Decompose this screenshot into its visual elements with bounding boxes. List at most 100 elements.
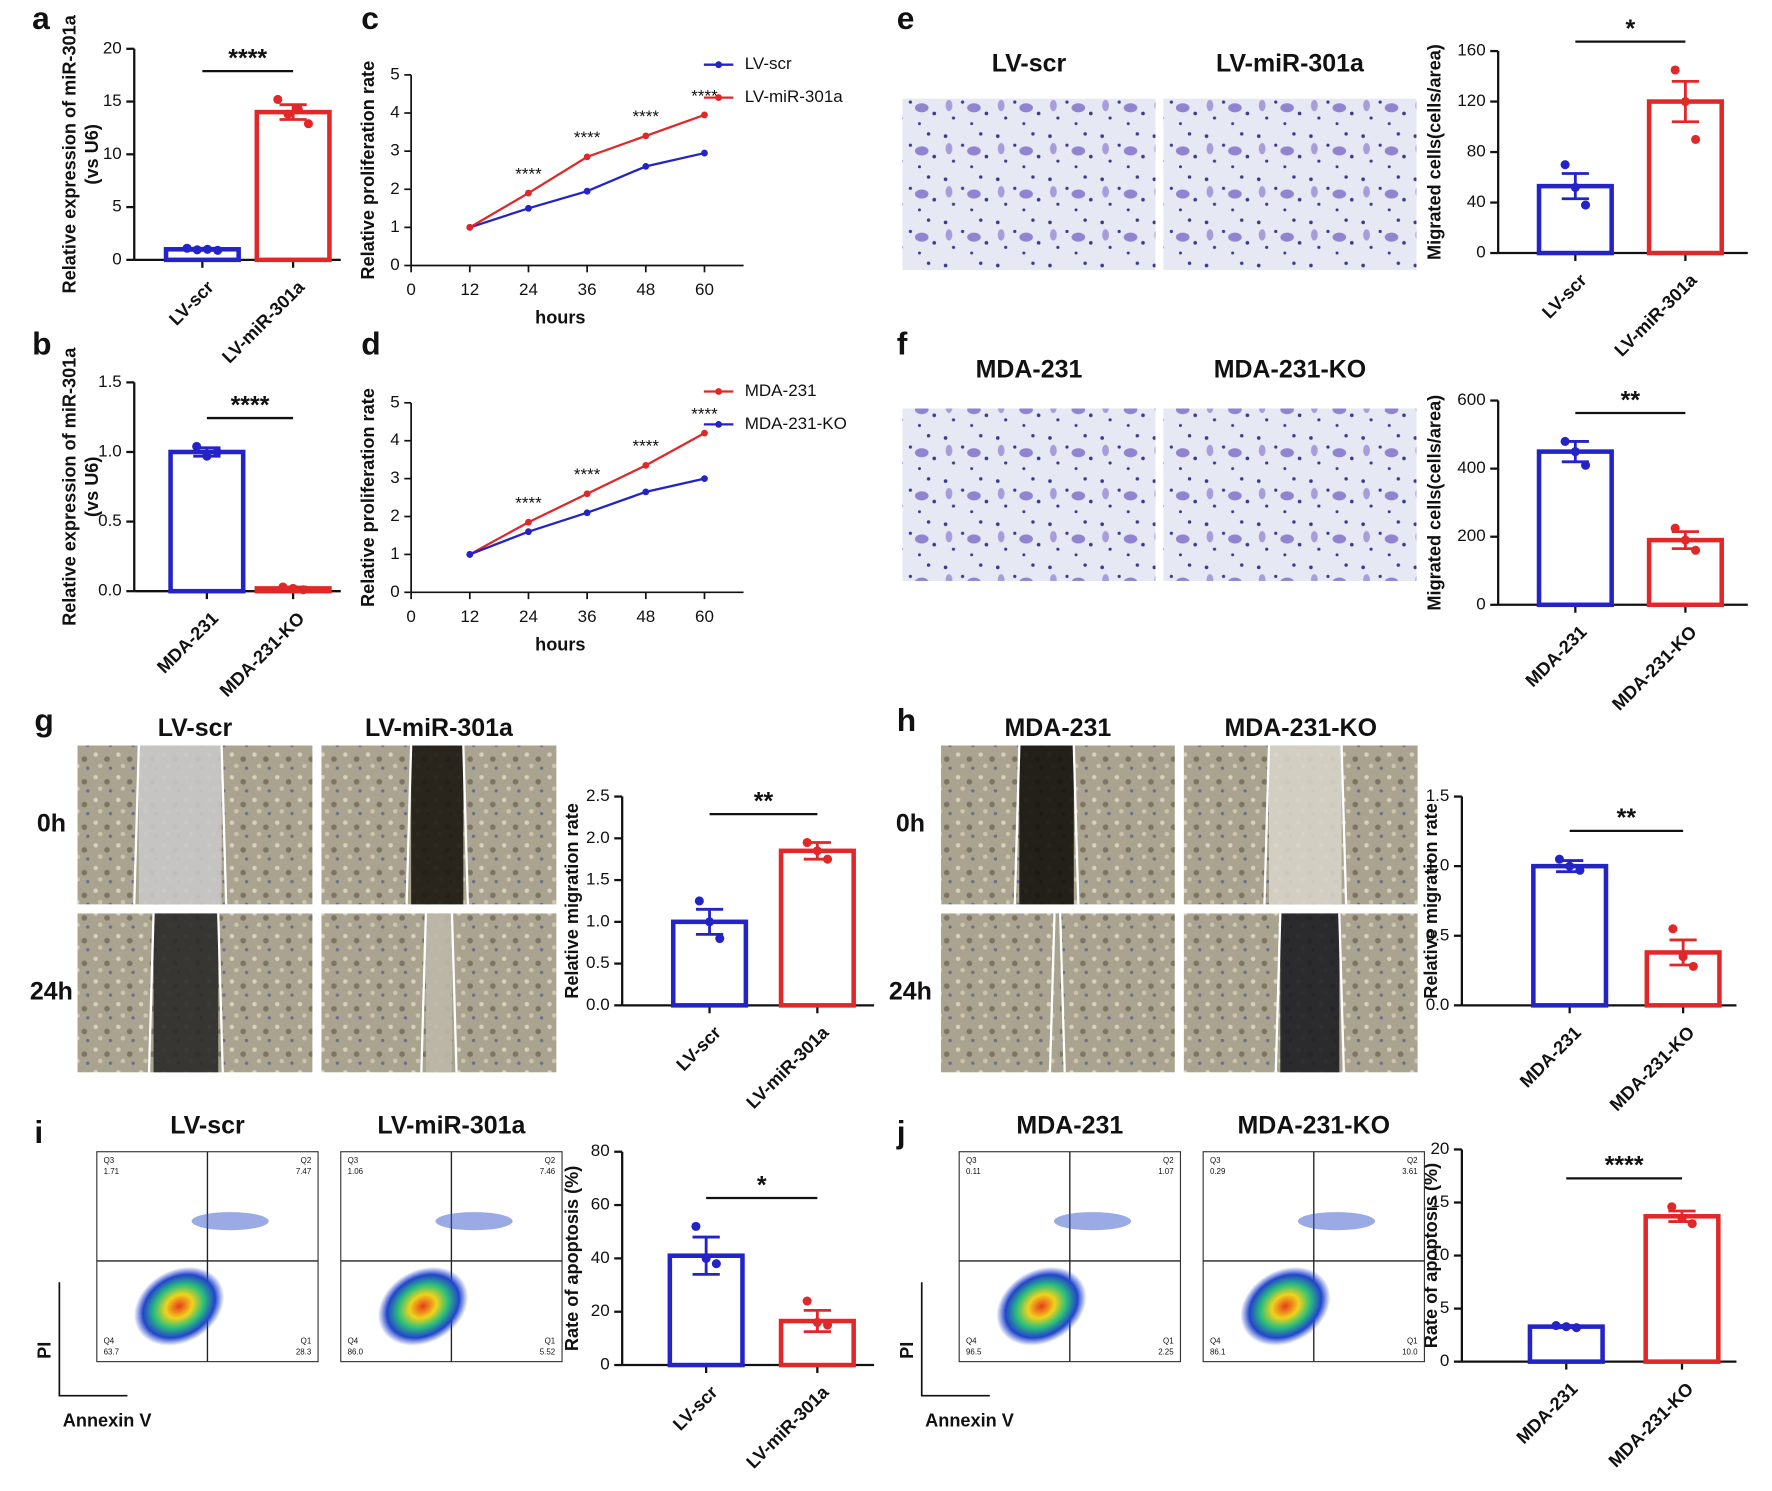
annotation: ****	[691, 404, 718, 423]
series-point	[701, 149, 708, 157]
y-axis-label: Migrated cells(cells/area)	[1425, 395, 1445, 611]
wound-edge	[462, 745, 469, 905]
y-tick-label: 0	[112, 249, 121, 268]
data-point	[812, 846, 822, 856]
data-point	[202, 451, 212, 461]
x-tick-label: 36	[578, 280, 597, 299]
data-point	[1678, 952, 1688, 962]
legend-label: MDA-231	[745, 381, 817, 400]
y-tick-label: 0	[600, 1355, 609, 1374]
series-point	[701, 475, 708, 483]
bar	[1531, 863, 1609, 1008]
annotation: ****	[574, 128, 601, 147]
series-point	[642, 488, 650, 496]
significance-label: **	[1617, 804, 1637, 832]
x-tick-label: 60	[695, 607, 714, 626]
y-tick-label: 400	[1457, 458, 1485, 477]
event-cloud	[1297, 1212, 1376, 1231]
data-point	[1560, 160, 1570, 170]
y-tick-label: 1.0	[1426, 856, 1450, 875]
x-tick-label: LV-scr	[165, 277, 217, 329]
x-tick-label: LV-scr	[1538, 270, 1590, 322]
flow-y-label: PI	[897, 1342, 917, 1359]
bar	[778, 848, 856, 1008]
y-axis-label: Relative migration rate	[562, 803, 582, 999]
y-tick-label: 3	[390, 141, 399, 160]
y-tick-label: 0	[1440, 1351, 1449, 1370]
legend-label: LV-miR-301a	[745, 87, 844, 106]
y-tick-label: 4	[390, 430, 399, 449]
data-point	[192, 441, 202, 451]
quadrant-value: 0.29	[1210, 1167, 1226, 1176]
data-point	[298, 585, 308, 595]
x-tick-label: 12	[460, 280, 479, 299]
x-tick-label: 48	[636, 280, 655, 299]
image-title: LV-miR-301a	[377, 1111, 526, 1139]
wound-edge	[1340, 745, 1348, 905]
y-tick-label: 15	[103, 91, 122, 110]
y-tick-label: 20	[1430, 1139, 1449, 1158]
bar	[1643, 1214, 1721, 1364]
data-point	[1668, 924, 1678, 934]
y-tick-label: 0	[390, 255, 399, 274]
y-tick-label: 80	[591, 1141, 610, 1160]
wound-gap	[1280, 913, 1340, 1073]
event-cloud	[435, 1212, 513, 1231]
y-tick-label: 1.0	[586, 911, 610, 930]
wound-edge	[217, 913, 224, 1073]
x-tick-label: LV-scr	[669, 1382, 721, 1434]
quadrant-name: Q1	[545, 1336, 556, 1345]
series-point	[466, 223, 474, 231]
series-point	[701, 429, 708, 437]
legend-marker	[715, 61, 723, 69]
series-point	[701, 111, 708, 119]
y-tick-label: 120	[1457, 91, 1485, 110]
wound-edge	[1059, 913, 1066, 1073]
annotation: ****	[574, 465, 601, 484]
wound-edge	[1013, 745, 1021, 905]
quadrant-name: Q4	[966, 1336, 977, 1345]
data-point	[715, 933, 725, 944]
significance-label: ****	[228, 44, 267, 72]
panel-letter: a	[32, 0, 50, 36]
y-tick-label: 0.0	[1426, 995, 1450, 1014]
wound-gap	[411, 745, 464, 905]
row-label: 0h	[896, 810, 925, 838]
event-cloud	[377, 1266, 469, 1346]
image-title: LV-miR-301a	[1216, 49, 1365, 77]
y-tick-label: 200	[1457, 526, 1485, 545]
data-point	[1560, 436, 1570, 446]
x-tick-label: 24	[519, 607, 538, 626]
x-axis-label: hours	[535, 634, 585, 654]
data-point	[288, 583, 298, 593]
data-point	[1691, 134, 1701, 144]
series-point	[583, 153, 591, 161]
data-point	[1680, 535, 1690, 545]
wound-edge	[1072, 745, 1080, 905]
bar	[1527, 1324, 1605, 1364]
data-point	[705, 917, 715, 927]
annotation: ****	[633, 437, 660, 456]
image-title: MDA-231-KO	[1224, 714, 1377, 742]
data-point	[273, 94, 283, 104]
series-point	[583, 509, 591, 517]
y-tick-label: 160	[1457, 41, 1485, 60]
image-title: MDA-231	[976, 356, 1083, 384]
quadrant-value: 63.7	[104, 1348, 120, 1357]
row-label: 24h	[889, 977, 932, 1005]
y-tick-label: 2	[390, 179, 399, 198]
data-point	[1575, 865, 1585, 875]
y-axis-label: (vs U6)	[82, 124, 102, 185]
data-point	[802, 837, 812, 848]
x-tick-label: 60	[695, 280, 714, 299]
image-title: MDA-231	[1005, 714, 1112, 742]
quadrant-name: Q3	[348, 1156, 359, 1165]
y-tick-label: 10	[103, 144, 122, 163]
quadrant-value: 1.07	[1158, 1167, 1174, 1176]
series-point	[466, 551, 474, 558]
x-tick-label: LV-miR-301a	[742, 1022, 833, 1113]
y-tick-label: 5	[1440, 1298, 1449, 1317]
axis-arrow	[58, 1282, 128, 1397]
series-point	[525, 518, 532, 526]
y-tick-label: 2.0	[586, 828, 610, 847]
